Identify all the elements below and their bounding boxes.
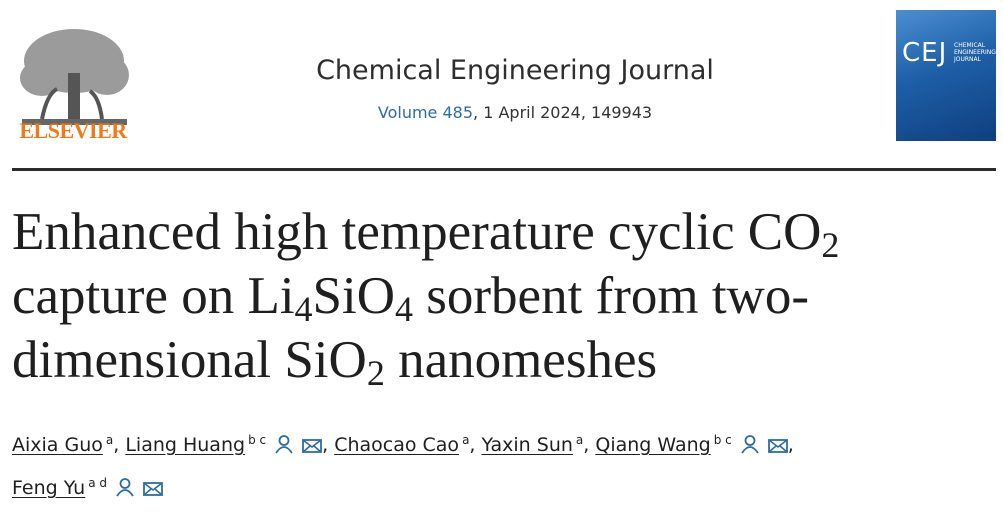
- title-text: sorbent from two-: [413, 267, 809, 325]
- author-email-icon[interactable]: [143, 471, 163, 511]
- author-list: Aixia Guo a, Liang Huang b c, Chaocao Cao a…: [12, 425, 997, 511]
- journal-title[interactable]: Chemical Engineering Journal: [316, 55, 714, 86]
- affiliation-marks[interactable]: a: [105, 433, 114, 447]
- author-profile-icon[interactable]: [274, 428, 294, 468]
- author-name[interactable]: Feng Yu: [12, 477, 86, 499]
- title-text: nanomeshes: [384, 331, 658, 389]
- title-text: Enhanced high temperature cyclic CO: [12, 203, 822, 261]
- cover-acronym: CEJ: [902, 38, 948, 68]
- publisher-logo: [20, 29, 129, 125]
- author: Qiang Wang b c,: [595, 434, 793, 456]
- title-text: SiO: [312, 267, 396, 325]
- author-name[interactable]: Aixia Guo: [12, 434, 103, 456]
- divider: [12, 168, 996, 171]
- author-separator: ,: [322, 434, 329, 456]
- issue-info: , 1 April 2024, 149943: [473, 103, 653, 122]
- title-subscript: 4: [395, 289, 414, 329]
- author: Aixia Guo a,: [12, 434, 119, 456]
- author-separator: ,: [787, 434, 794, 456]
- affiliation-marks[interactable]: b c: [713, 433, 732, 447]
- author-email-icon[interactable]: [767, 428, 788, 468]
- author-separator: ,: [469, 434, 476, 456]
- publisher-name: ELSEVIER: [19, 118, 127, 143]
- author: Yaxin Sun a,: [482, 434, 590, 456]
- author: Liang Huang b c,: [125, 434, 328, 456]
- author-profile-icon[interactable]: [115, 471, 135, 511]
- volume-link[interactable]: Volume 485: [377, 103, 474, 122]
- author-profile-icon[interactable]: [740, 428, 760, 468]
- affiliation-marks[interactable]: a: [462, 433, 470, 447]
- title-text: capture on Li: [12, 267, 295, 325]
- author: Chaocao Cao a,: [334, 434, 475, 456]
- article-title: Enhanced high temperature cyclic CO2 capt…: [12, 200, 997, 392]
- title-subscript: 2: [821, 225, 840, 265]
- author-separator: ,: [113, 434, 120, 456]
- title-text: dimensional SiO: [12, 331, 367, 389]
- title-subscript: 4: [294, 289, 313, 329]
- author: Feng Yu a d: [12, 477, 163, 499]
- affiliation-marks[interactable]: a d: [88, 476, 107, 490]
- journal-cover[interactable]: CEJ CHEMICAL ENGINEERING JOURNAL: [896, 10, 996, 141]
- author-name[interactable]: Qiang Wang: [595, 434, 711, 456]
- title-subscript: 2: [366, 353, 385, 393]
- author-separator: ,: [583, 434, 590, 456]
- affiliation-marks[interactable]: b c: [248, 433, 267, 447]
- author-name[interactable]: Liang Huang: [125, 434, 246, 456]
- cover-journal-name: CHEMICAL ENGINEERING JOURNAL: [954, 42, 996, 63]
- author-name[interactable]: Chaocao Cao: [334, 434, 460, 456]
- affiliation-marks[interactable]: a: [575, 433, 584, 447]
- author-email-icon[interactable]: [302, 428, 322, 468]
- author-name[interactable]: Yaxin Sun: [481, 434, 573, 456]
- issue-line: Volume 485, 1 April 2024, 149943: [200, 103, 830, 122]
